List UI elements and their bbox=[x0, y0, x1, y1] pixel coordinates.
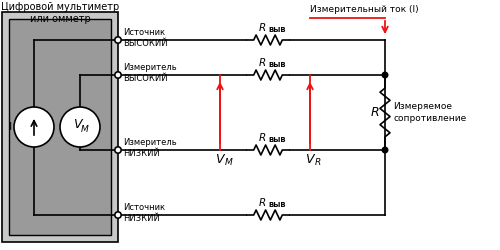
Circle shape bbox=[115, 147, 121, 153]
Text: R: R bbox=[370, 106, 380, 119]
Text: ВЫВ: ВЫВ bbox=[268, 27, 285, 33]
Text: Измеритель
НИЗКИЙ: Измеритель НИЗКИЙ bbox=[123, 138, 176, 158]
FancyBboxPatch shape bbox=[9, 19, 111, 235]
Text: M: M bbox=[81, 126, 89, 134]
Text: R: R bbox=[259, 198, 266, 208]
Text: ВЫВ: ВЫВ bbox=[268, 202, 285, 208]
Text: R: R bbox=[315, 158, 321, 167]
Text: Источник
НИЗКИЙ: Источник НИЗКИЙ bbox=[123, 203, 165, 223]
Text: Измеряемое
сопротивление: Измеряемое сопротивление bbox=[393, 102, 466, 122]
Circle shape bbox=[14, 107, 54, 147]
Circle shape bbox=[115, 72, 121, 78]
Circle shape bbox=[115, 212, 121, 218]
Text: R: R bbox=[259, 133, 266, 143]
Circle shape bbox=[382, 146, 388, 154]
Circle shape bbox=[115, 37, 121, 43]
Text: V: V bbox=[73, 118, 81, 132]
Text: I: I bbox=[9, 122, 12, 132]
FancyBboxPatch shape bbox=[2, 12, 118, 242]
Text: V: V bbox=[305, 153, 313, 166]
Text: R: R bbox=[259, 23, 266, 33]
Text: V: V bbox=[215, 153, 223, 166]
Text: M: M bbox=[225, 158, 233, 167]
Text: Измеритель
ВЫСОКИЙ: Измеритель ВЫСОКИЙ bbox=[123, 63, 176, 83]
Text: Источник
ВЫСОКИЙ: Источник ВЫСОКИЙ bbox=[123, 28, 168, 48]
Text: Измерительный ток (I): Измерительный ток (I) bbox=[310, 5, 418, 14]
Text: Цифровой мультиметр
или омметр: Цифровой мультиметр или омметр bbox=[1, 2, 119, 24]
Circle shape bbox=[60, 107, 100, 147]
Text: R: R bbox=[259, 58, 266, 68]
Circle shape bbox=[382, 72, 388, 78]
Text: ВЫВ: ВЫВ bbox=[268, 62, 285, 68]
Text: ВЫВ: ВЫВ bbox=[268, 137, 285, 143]
